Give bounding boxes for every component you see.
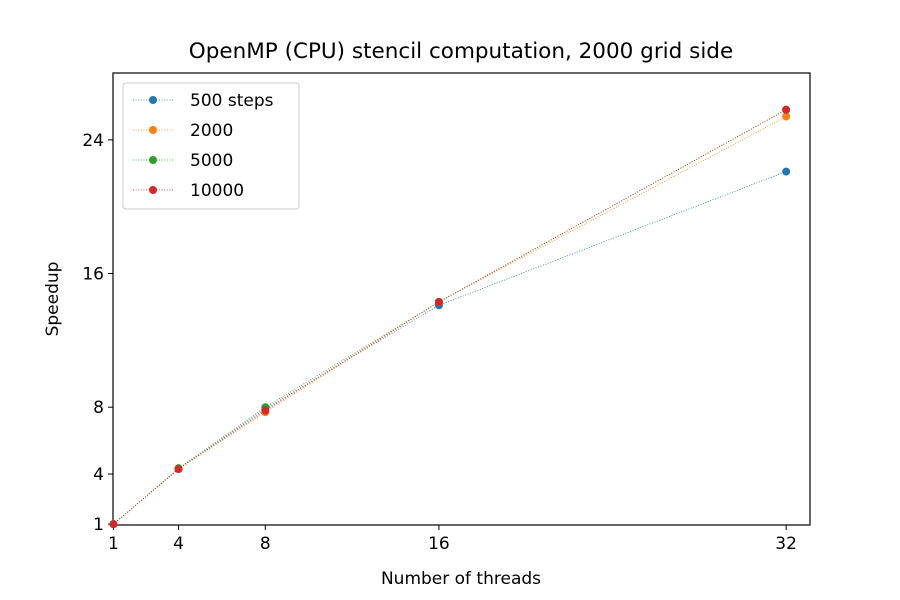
series-0 xyxy=(109,167,791,529)
series-line xyxy=(113,116,787,525)
data-point xyxy=(434,297,443,306)
data-point xyxy=(261,406,270,415)
legend-item: 5000 xyxy=(133,151,233,171)
legend-label: 5000 xyxy=(190,151,233,171)
y-axis-label: Speedup xyxy=(43,262,63,337)
y-tick-label: 16 xyxy=(82,265,104,285)
series-line xyxy=(113,109,787,525)
data-point xyxy=(782,105,791,114)
x-tick-label: 32 xyxy=(775,534,797,554)
series-line xyxy=(113,171,787,525)
legend-item: 10000 xyxy=(133,181,244,201)
y-tick-label: 8 xyxy=(93,398,104,418)
y-tick-label: 1 xyxy=(93,515,104,535)
legend-label: 10000 xyxy=(190,181,244,201)
legend-label: 500 steps xyxy=(190,91,274,111)
data-point xyxy=(782,167,791,176)
legend-marker xyxy=(149,186,157,194)
data-point xyxy=(174,465,183,474)
legend-box xyxy=(122,82,300,210)
x-axis-label: Number of threads xyxy=(381,569,541,589)
legend: 500 steps 2000 5000 10000 xyxy=(122,82,300,210)
legend-marker xyxy=(149,156,157,164)
data-point xyxy=(782,112,791,121)
x-axis: 1 4 8 16 32 xyxy=(108,525,797,554)
x-tick-label: 8 xyxy=(260,534,271,554)
chart-title: OpenMP (CPU) stencil computation, 2000 g… xyxy=(189,39,733,64)
legend-marker xyxy=(149,126,157,134)
legend-marker xyxy=(149,96,157,104)
y-tick-label: 4 xyxy=(93,465,104,485)
x-tick-label: 4 xyxy=(173,534,184,554)
y-tick-label: 24 xyxy=(82,131,104,151)
series-layer xyxy=(109,105,791,529)
x-tick-label: 16 xyxy=(428,534,450,554)
x-tick-label: 1 xyxy=(108,534,119,554)
data-point xyxy=(109,520,118,529)
series-3 xyxy=(109,105,791,529)
y-axis: 1 4 8 16 24 xyxy=(82,131,113,535)
legend-item: 2000 xyxy=(133,121,233,141)
legend-label: 2000 xyxy=(190,121,233,141)
plot-area xyxy=(112,72,811,526)
legend-item: 500 steps xyxy=(133,91,274,111)
